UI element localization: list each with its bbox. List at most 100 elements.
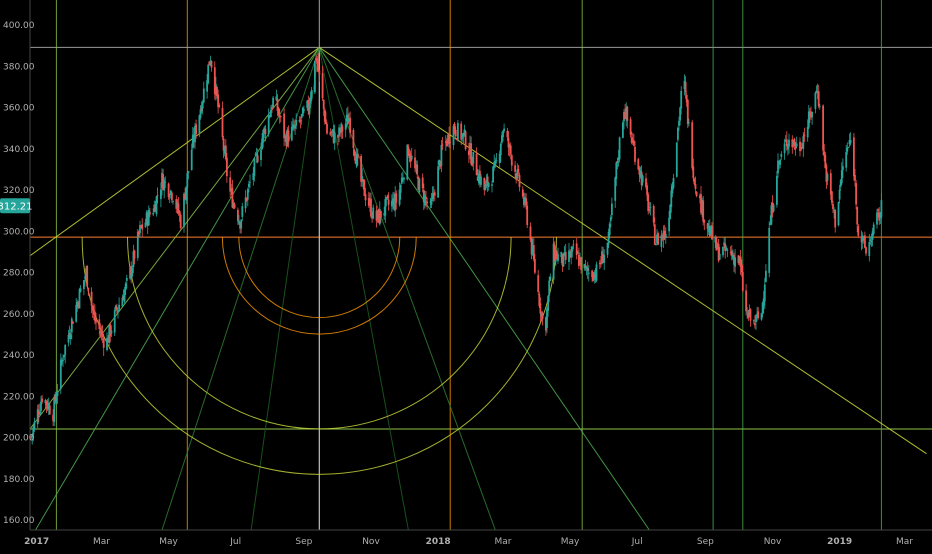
candle-body [226,157,228,177]
candle-body [823,151,826,156]
candle-body [541,315,544,319]
candle-body [354,157,357,164]
candle-body [468,150,470,156]
candles [30,53,883,445]
candle-body [524,197,526,203]
candle-body [123,289,126,302]
candle-body [729,252,732,253]
candle-body [655,244,657,246]
candle-body [213,67,216,94]
candle-body [472,151,475,164]
candle-body [553,245,556,261]
candle-body [811,111,813,118]
candle-body [52,414,54,421]
candle-body [484,183,487,191]
candle-body [593,272,596,280]
candle-body [539,303,542,314]
candle-body [877,209,879,212]
candle-body [275,96,278,101]
candle-body [56,391,59,396]
candle-body [686,99,689,125]
candle-body [462,133,465,137]
candle-body [685,94,688,103]
candle-body [831,191,833,203]
candle-body [55,397,58,403]
candle-body [477,173,480,183]
candle-body [747,313,750,318]
candle-body [199,109,202,118]
candle-body [569,252,571,258]
y-tick-label: 240.00 [3,351,35,361]
candle-body [400,177,403,184]
candle-body [802,136,805,149]
x-tick-label: 2019 [827,537,852,547]
candle-body [271,107,273,110]
candle-body [239,222,241,229]
candle-body [646,185,648,196]
candle-body [491,184,493,186]
y-tick-label: 320.00 [3,186,35,196]
candle-body [362,179,365,182]
candle-body [369,200,371,205]
candle-body [591,270,593,278]
candle-body [508,144,511,149]
candle-body [546,308,548,328]
candle-body [483,177,486,190]
candle-body [840,170,843,184]
candle-body [171,192,173,201]
candle-body [626,106,629,121]
candle-body [94,311,96,321]
candle-body [810,112,812,118]
candle-body [723,242,725,246]
candle-body [562,253,565,267]
candle-body [183,193,185,227]
candle-body [634,146,636,162]
candle-body [54,395,57,401]
candle-body [77,302,80,307]
candle-body [407,146,410,156]
candle-body [583,264,586,269]
candle-body [172,201,174,202]
candle-body [36,409,39,425]
candle-body [68,333,71,337]
candle-body [198,115,201,134]
candle-body [457,123,459,140]
candle-body [392,198,394,204]
candle-body [200,106,203,112]
candle-body [139,224,141,234]
candle-body [556,252,558,260]
candle-body [315,57,317,60]
x-tick-label: 2018 [426,537,451,547]
candle-body [261,138,263,150]
candle-body [314,60,316,93]
candle-body [722,246,724,256]
candle-body [409,155,412,162]
candle-body [815,90,818,94]
candle-body [190,149,193,170]
candle-body [615,162,618,179]
candle-body [348,118,350,122]
candle-body [330,131,333,133]
candle-body [470,143,472,164]
candle-body [309,97,312,104]
candle-body [793,138,796,147]
y-tick-label: 200.00 [3,434,35,444]
candle-body [587,272,590,274]
candle-body [347,114,349,125]
candle-body [416,164,419,175]
candle-body [118,304,120,310]
candle-body [540,312,543,317]
candle-body [663,230,666,237]
candle-body [286,129,289,146]
candle-body [880,200,883,218]
candle-body [762,298,765,306]
candle-body [645,178,647,187]
candle-body [740,265,743,273]
candle-body [860,235,863,243]
candle-body [734,257,736,267]
gann-fan-line [250,47,320,531]
candle-body [185,186,188,201]
candle-body [67,334,70,343]
candle-body [129,267,131,279]
